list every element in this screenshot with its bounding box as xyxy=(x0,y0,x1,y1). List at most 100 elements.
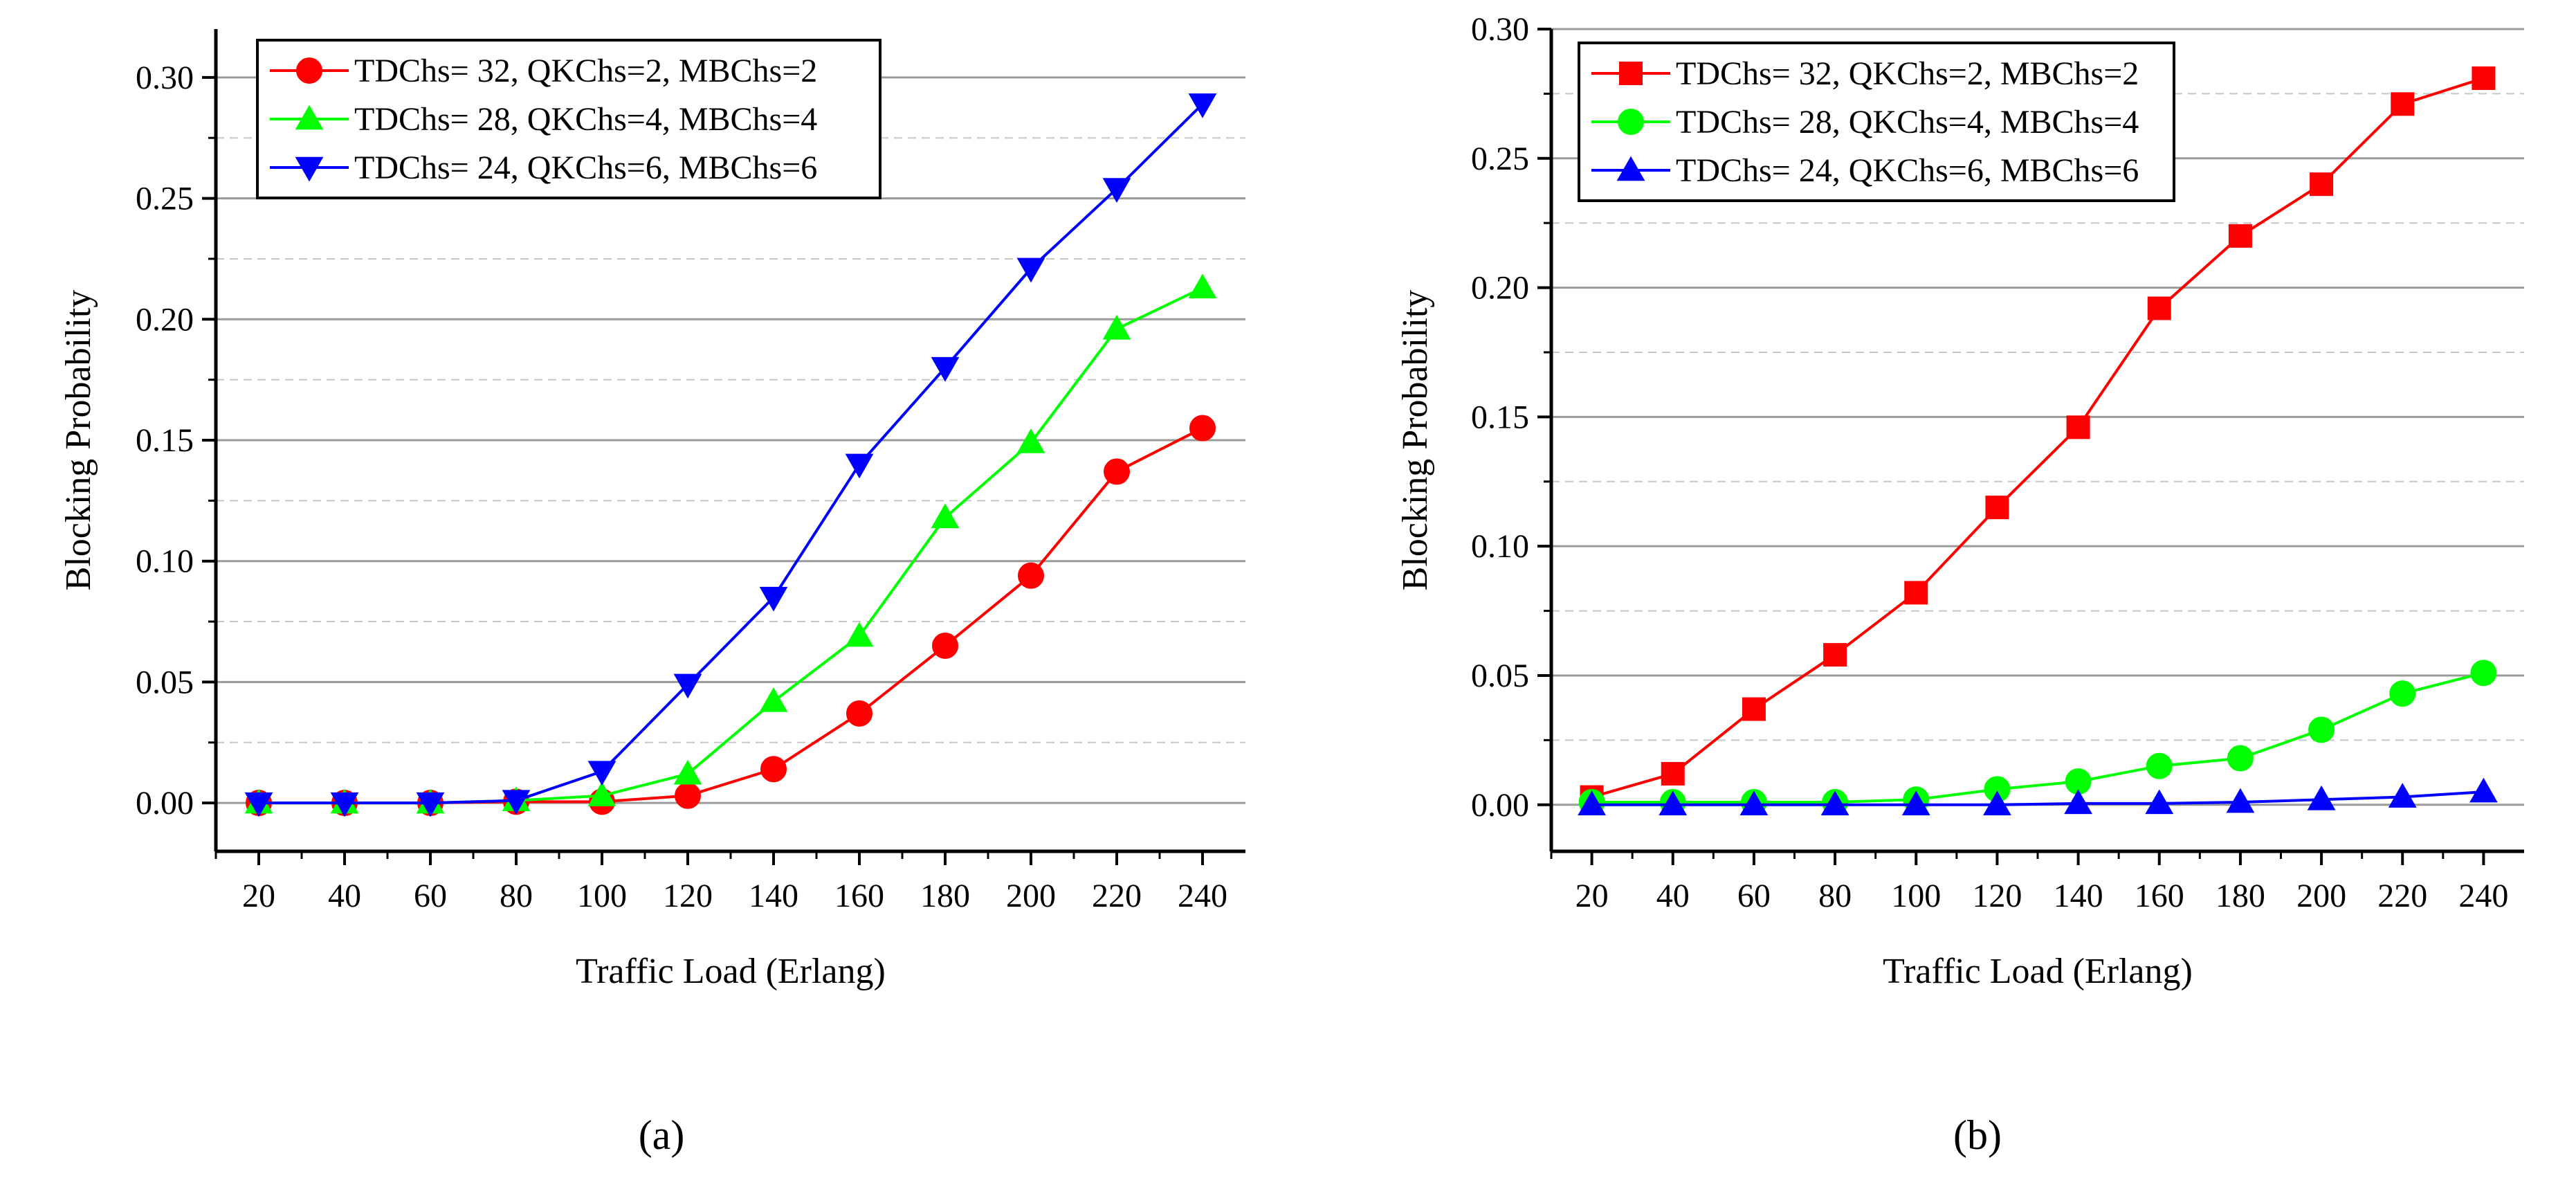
y-tick-label: 0.05 xyxy=(136,664,194,700)
data-point xyxy=(330,792,359,817)
data-point xyxy=(1102,314,1131,340)
x-tick-label: 140 xyxy=(749,878,798,914)
data-point xyxy=(2064,789,2092,815)
data-point xyxy=(2226,788,2255,813)
data-point xyxy=(2472,66,2496,90)
series-line xyxy=(1591,671,2484,804)
data-point xyxy=(675,782,701,809)
series-line xyxy=(1591,77,2485,799)
data-point xyxy=(1904,581,1928,605)
legend-marker xyxy=(1619,62,1643,85)
data-point xyxy=(932,633,958,659)
x-tick-label: 20 xyxy=(242,878,275,914)
y-tick-label: 0.20 xyxy=(1471,270,1529,307)
x-tick-label: 40 xyxy=(328,878,361,914)
series-line xyxy=(259,102,1204,805)
chart-panel-a: 0.00 0.05 0.10 0.15 0.20 0.25 0.30 20 40 60 80 100 1… xyxy=(59,29,1245,1158)
panel-label: (a) xyxy=(639,1112,685,1158)
data-point xyxy=(2146,752,2173,779)
y-tick-label: 0.05 xyxy=(1471,658,1529,694)
data-point xyxy=(1578,790,1606,816)
y-tick-label: 0.25 xyxy=(1471,141,1529,177)
x-tick-label: 180 xyxy=(2216,878,2265,914)
data-point xyxy=(244,792,273,817)
y-tick-label: 0.10 xyxy=(1471,528,1529,565)
x-tick-label: 200 xyxy=(1006,878,1056,914)
x-tick-label: 160 xyxy=(834,878,884,914)
data-point xyxy=(1104,458,1130,485)
legend-label: TDChs= 24, QKChs=6, MBChs=6 xyxy=(1676,152,2139,189)
legend-label: TDChs= 32, QKChs=2, MBChs=2 xyxy=(354,53,817,89)
data-point xyxy=(1018,562,1044,589)
x-tick-label: 200 xyxy=(2296,878,2346,914)
y-tick-label: 0.25 xyxy=(136,181,194,217)
x-tick-label: 240 xyxy=(1178,878,1227,914)
data-point xyxy=(1983,790,2011,816)
y-tick-label: 0.15 xyxy=(1471,399,1529,435)
data-point xyxy=(2310,172,2334,197)
data-point xyxy=(2145,789,2174,815)
x-tick-label: 120 xyxy=(663,878,713,914)
y-tick-label: 0.15 xyxy=(136,422,194,459)
x-tick-label: 40 xyxy=(1656,878,1690,914)
x-tick-label: 20 xyxy=(1575,878,1609,914)
data-point xyxy=(673,759,702,785)
data-point xyxy=(2307,785,2336,810)
data-point xyxy=(1189,415,1216,442)
y-tick-label: 0.30 xyxy=(136,60,194,96)
data-point xyxy=(759,586,788,612)
data-point xyxy=(931,503,960,529)
data-point xyxy=(416,792,445,817)
data-point xyxy=(2470,660,2497,687)
y-tick-label: 0.00 xyxy=(136,785,194,822)
panel-label: (b) xyxy=(1953,1112,2002,1158)
x-tick-label: 140 xyxy=(2054,878,2103,914)
data-point xyxy=(2388,783,2417,808)
data-point xyxy=(2389,680,2416,707)
data-point xyxy=(759,687,788,712)
data-point xyxy=(1016,257,1045,283)
data-point xyxy=(1188,93,1217,118)
legend-label: TDChs= 28, QKChs=4, MBChs=4 xyxy=(1676,104,2139,141)
data-point xyxy=(502,790,531,815)
x-axis-title: Traffic Load (Erlang) xyxy=(576,952,886,991)
y-axis-title: Blocking Probability xyxy=(1396,290,1435,591)
data-point xyxy=(2391,92,2415,116)
data-point xyxy=(587,781,616,806)
data-point xyxy=(1823,643,1847,667)
x-tick-label: 100 xyxy=(1891,878,1941,914)
data-point xyxy=(1820,790,1849,816)
x-tick-label: 220 xyxy=(1092,878,1142,914)
x-tick-label: 80 xyxy=(1818,878,1852,914)
legend-marker xyxy=(1616,156,1645,181)
legend-label: TDChs= 28, QKChs=4, MBChs=4 xyxy=(354,101,817,138)
data-point xyxy=(2469,777,2498,803)
data-point xyxy=(931,356,960,382)
series-line xyxy=(1591,790,2484,806)
data-point xyxy=(673,673,702,699)
legend-label: TDChs= 32, QKChs=2, MBChs=2 xyxy=(1676,55,2139,92)
x-tick-label: 160 xyxy=(2135,878,2184,914)
data-point xyxy=(1016,428,1045,453)
data-point xyxy=(2147,296,2171,320)
x-tick-label: 60 xyxy=(1737,878,1771,914)
chart-panel-b: 0.00 0.05 0.10 0.15 0.20 0.25 0.30 20 40 60 80 100 1… xyxy=(1396,11,2524,1158)
data-point xyxy=(1739,790,1769,816)
data-point xyxy=(1659,790,1688,816)
y-tick-label: 0.30 xyxy=(1471,11,1529,48)
legend-marker xyxy=(296,57,322,84)
y-tick-label: 0.00 xyxy=(1471,787,1529,824)
data-point xyxy=(1188,273,1217,299)
x-axis-title: Traffic Load (Erlang) xyxy=(1883,952,2193,991)
data-point xyxy=(845,453,874,479)
legend-marker xyxy=(1618,109,1644,135)
x-tick-label: 80 xyxy=(500,878,533,914)
data-point xyxy=(846,700,873,727)
data-point xyxy=(1102,178,1131,203)
data-point xyxy=(1742,697,1766,721)
data-point xyxy=(1901,790,1930,816)
data-point xyxy=(2228,224,2252,248)
legend-box xyxy=(256,39,881,199)
y-tick-label: 0.20 xyxy=(136,301,194,338)
